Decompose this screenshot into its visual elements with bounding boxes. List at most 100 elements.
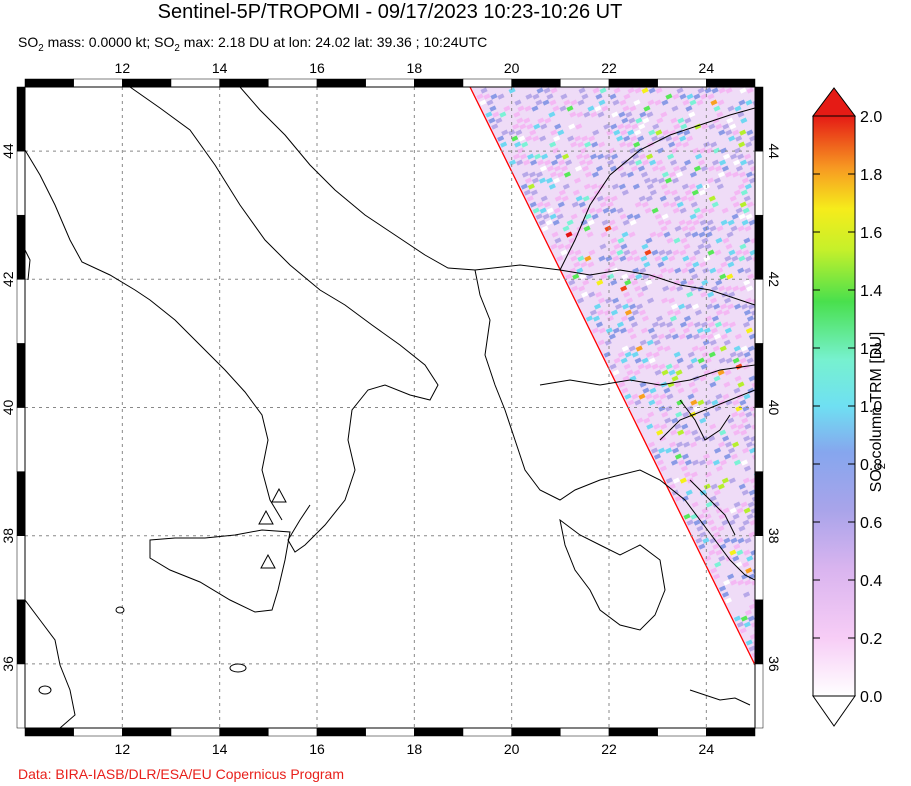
so2-pixel	[522, 159, 531, 166]
so2-pixel	[590, 183, 598, 190]
coastline-crete-hint	[689, 689, 751, 706]
so2-pixel	[699, 261, 707, 268]
so2-pixel	[750, 237, 755, 244]
so2-pixel	[531, 105, 539, 112]
axis-bar-left	[16, 407, 26, 472]
so2-pixel	[577, 99, 585, 106]
so2-pixel	[714, 249, 722, 256]
so2-pixel	[553, 207, 561, 214]
so2-pixel	[597, 111, 605, 118]
so2-pixel	[532, 207, 540, 214]
so2-pixel	[563, 171, 572, 178]
so2-pixel	[634, 357, 642, 364]
so2-pixel	[691, 189, 699, 196]
so2-pixel	[742, 561, 750, 568]
so2-pixel	[575, 153, 584, 160]
so2-pixel	[752, 411, 755, 418]
so2-pixel	[647, 327, 655, 334]
lon-tick-label-top: 22	[601, 60, 617, 76]
so2-pixel	[690, 285, 698, 292]
so2-pixel	[596, 153, 605, 160]
so2-pixel	[608, 147, 616, 154]
so2-pixel	[539, 207, 547, 214]
so2-pixel	[720, 261, 728, 268]
so2-pixel	[664, 447, 673, 454]
so2-pixel	[681, 453, 690, 460]
so2-pixel	[583, 183, 591, 190]
so2-pixel	[610, 195, 618, 202]
so2-pixel	[723, 381, 731, 388]
so2-pixel	[618, 111, 626, 118]
so2-pixel	[508, 87, 516, 94]
so2-pixel	[733, 345, 741, 352]
so2-pixel	[536, 201, 544, 208]
so2-pixel	[740, 429, 748, 436]
so2-pixel	[624, 351, 632, 358]
axis-bar-right	[754, 214, 764, 280]
so2-pixel	[701, 279, 709, 286]
so2-pixel	[623, 363, 631, 370]
lon-tick-label-bottom: 16	[309, 741, 325, 757]
colorbar-tick-label: 0.2	[860, 631, 882, 648]
so2-pixel	[707, 321, 716, 328]
so2-pixel	[585, 315, 594, 322]
axis-bar-right	[754, 407, 764, 472]
so2-pixel	[702, 339, 710, 346]
border-balkans-north	[559, 107, 755, 271]
so2-pixel	[743, 309, 752, 316]
so2-pixel	[684, 459, 693, 466]
so2-pixel	[539, 165, 548, 172]
so2-pixel	[546, 207, 554, 214]
map-subtitle: SO2 mass: 0.0000 kt; SO2 max: 2.18 DU at…	[18, 34, 488, 54]
so2-pixel	[683, 315, 692, 322]
so2-pixel	[752, 639, 755, 646]
so2-pixel	[591, 141, 599, 148]
lon-tick-label-top: 20	[504, 60, 520, 76]
so2-pixel	[654, 213, 662, 220]
lat-tick-label-right: 44	[766, 143, 782, 159]
so2-pixel	[721, 477, 729, 484]
so2-pixel	[516, 117, 524, 124]
so2-pixel	[714, 165, 723, 172]
so2-pixel	[630, 135, 638, 142]
so2-pixel	[734, 303, 742, 310]
so2-pixel	[728, 135, 736, 142]
so2-pixel	[556, 255, 564, 262]
so2-pixel	[599, 87, 607, 94]
axis-bar-right	[754, 343, 764, 408]
so2-pixel	[694, 309, 703, 316]
so2-pixel	[581, 291, 589, 298]
so2-pixel	[657, 219, 665, 226]
so2-pixel	[746, 555, 754, 562]
so2-pixel	[576, 111, 584, 118]
so2-pixel	[550, 243, 558, 250]
so2-pixel	[747, 273, 755, 280]
so2-pixel	[673, 351, 681, 358]
so2-pixel	[686, 519, 694, 526]
so2-pixel	[642, 159, 650, 166]
so2-pixel	[713, 303, 721, 310]
so2-pixel	[748, 645, 755, 652]
so2-pixel	[673, 279, 681, 286]
so2-pixel	[597, 297, 606, 304]
so2-pixel	[613, 87, 621, 94]
so2-pixel	[739, 285, 747, 292]
lon-tick-label-bottom: 20	[504, 741, 520, 757]
so2-pixel	[712, 501, 720, 508]
so2-pixel	[726, 117, 734, 124]
so2-pixel	[739, 201, 747, 208]
so2-pixel	[608, 333, 616, 340]
so2-pixel	[700, 321, 709, 328]
so2-pixel	[713, 573, 721, 580]
so2-pixel	[535, 171, 544, 178]
so2-pixel	[708, 549, 716, 556]
so2-pixel	[697, 87, 705, 94]
so2-pixel	[675, 171, 684, 178]
so2-pixel	[740, 117, 748, 124]
so2-pixel	[677, 117, 685, 124]
so2-pixel	[731, 441, 740, 448]
so2-pixel	[647, 297, 655, 304]
so2-pixel	[697, 243, 705, 250]
map-gridlines	[25, 87, 755, 728]
so2-pixel	[744, 225, 752, 232]
